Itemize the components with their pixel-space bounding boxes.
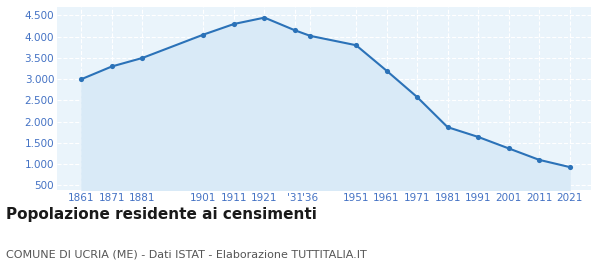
Point bbox=[473, 135, 483, 139]
Point bbox=[504, 146, 514, 151]
Point bbox=[305, 34, 315, 38]
Point bbox=[107, 64, 117, 69]
Point bbox=[260, 15, 269, 20]
Point bbox=[199, 32, 208, 37]
Point bbox=[382, 68, 391, 73]
Point bbox=[412, 95, 422, 99]
Point bbox=[290, 28, 300, 32]
Point bbox=[229, 22, 239, 26]
Point bbox=[137, 56, 147, 60]
Point bbox=[565, 165, 574, 169]
Point bbox=[351, 43, 361, 47]
Point bbox=[443, 125, 452, 129]
Point bbox=[77, 77, 86, 81]
Point bbox=[535, 158, 544, 162]
Text: Popolazione residente ai censimenti: Popolazione residente ai censimenti bbox=[6, 207, 317, 222]
Text: COMUNE DI UCRIA (ME) - Dati ISTAT - Elaborazione TUTTITALIA.IT: COMUNE DI UCRIA (ME) - Dati ISTAT - Elab… bbox=[6, 249, 367, 259]
